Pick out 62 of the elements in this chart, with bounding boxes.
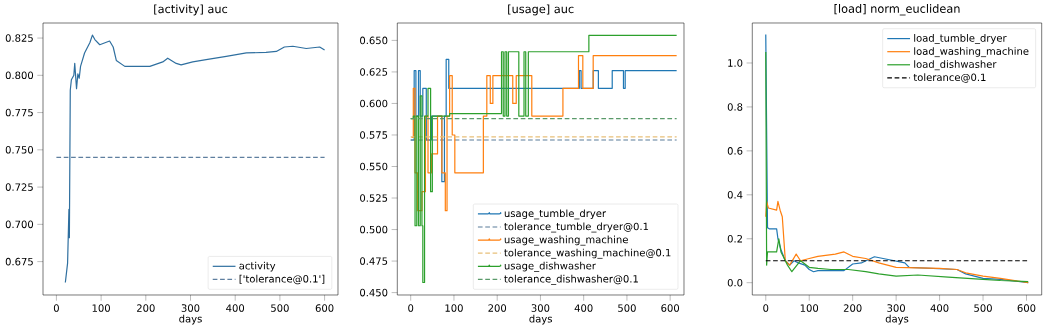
x-tick-label: 500	[271, 304, 289, 312]
legend-label: tolerance_tumble_dryer@0.1	[504, 222, 649, 233]
x-axis-title: days	[885, 314, 909, 325]
y-tick-label: 0.8	[727, 103, 743, 111]
x-tick-label: 300	[181, 304, 200, 312]
y-tick-label: 0.675	[5, 257, 33, 266]
x-tick-label: 100	[92, 304, 110, 312]
y-tick-label: 0.2	[727, 234, 742, 243]
legend-label: usage_tumble_dryer	[504, 209, 607, 220]
line-series	[765, 200, 1029, 284]
y-tick-label: 0.6	[727, 147, 743, 155]
x-tick-label: 600	[315, 304, 334, 312]
x-tick-label: 400	[226, 304, 245, 312]
legend-label: ['tolerance@0.1']	[239, 274, 325, 285]
x-tick-label: 0	[763, 304, 769, 312]
x-axis-title: days	[179, 314, 202, 325]
x-tick-label: 600	[1017, 304, 1036, 312]
y-tick-label: 0.750	[5, 146, 34, 154]
y-tick-label: 0.450	[360, 288, 388, 297]
y-tick-label: 0.700	[5, 220, 34, 229]
x-axis-title: days	[529, 314, 552, 325]
x-tick-label: 600	[661, 304, 680, 312]
legend-label: activity	[239, 261, 276, 272]
x-tick-label: 500	[618, 304, 636, 312]
y-tick-label: 0.725	[5, 183, 33, 191]
chart-title: [load] norm_euclidean	[834, 4, 960, 16]
y-tick-label: 0.550	[360, 162, 388, 171]
y-tick-label: 0.625	[360, 68, 388, 76]
legend-label: tolerance_dishwasher@0.1	[504, 274, 638, 285]
x-tick-label: 300	[887, 304, 905, 312]
y-tick-label: 0.800	[5, 71, 34, 80]
legend-label: tolerance@0.1	[913, 73, 986, 83]
x-tick-label: 200	[843, 304, 862, 312]
chart-title: [usage] auc	[508, 4, 574, 16]
x-tick-label: 400	[930, 304, 949, 312]
y-tick-label: 0.825	[5, 34, 33, 42]
legend-label: usage_washing_machine	[504, 235, 628, 246]
y-tick-label: 0.0	[727, 278, 743, 287]
y-tick-label: 1.0	[728, 59, 743, 67]
legend-label: load_dishwasher	[914, 60, 997, 71]
x-tick-label: 0	[53, 304, 59, 312]
y-tick-label: 0.525	[360, 194, 388, 202]
y-tick-label: 0.650	[360, 36, 388, 45]
x-tick-label: 500	[974, 304, 992, 312]
y-tick-label: 0.775	[5, 108, 33, 117]
y-tick-label: 0.475	[360, 257, 388, 265]
x-tick-label: 300	[531, 304, 550, 312]
legend-label: usage_dishwasher	[504, 261, 596, 272]
x-tick-label: 100	[800, 304, 819, 312]
legend-label: tolerance_washing_machine@0.1	[504, 248, 671, 259]
chart-title: [activity] auc	[154, 4, 228, 16]
legend-label: load_tumble_dryer	[914, 34, 1007, 44]
y-tick-label: 0.600	[360, 99, 388, 108]
x-tick-label: 0	[408, 304, 414, 312]
x-tick-label: 400	[574, 304, 593, 312]
x-tick-label: 200	[488, 304, 507, 312]
legend-label: load_washing_machine	[914, 47, 1029, 58]
x-tick-label: 200	[136, 304, 155, 312]
x-tick-label: 100	[445, 304, 463, 312]
y-tick-label: 0.500	[360, 225, 388, 234]
y-tick-label: 0.575	[360, 131, 388, 139]
y-tick-label: 0.4	[727, 191, 743, 199]
